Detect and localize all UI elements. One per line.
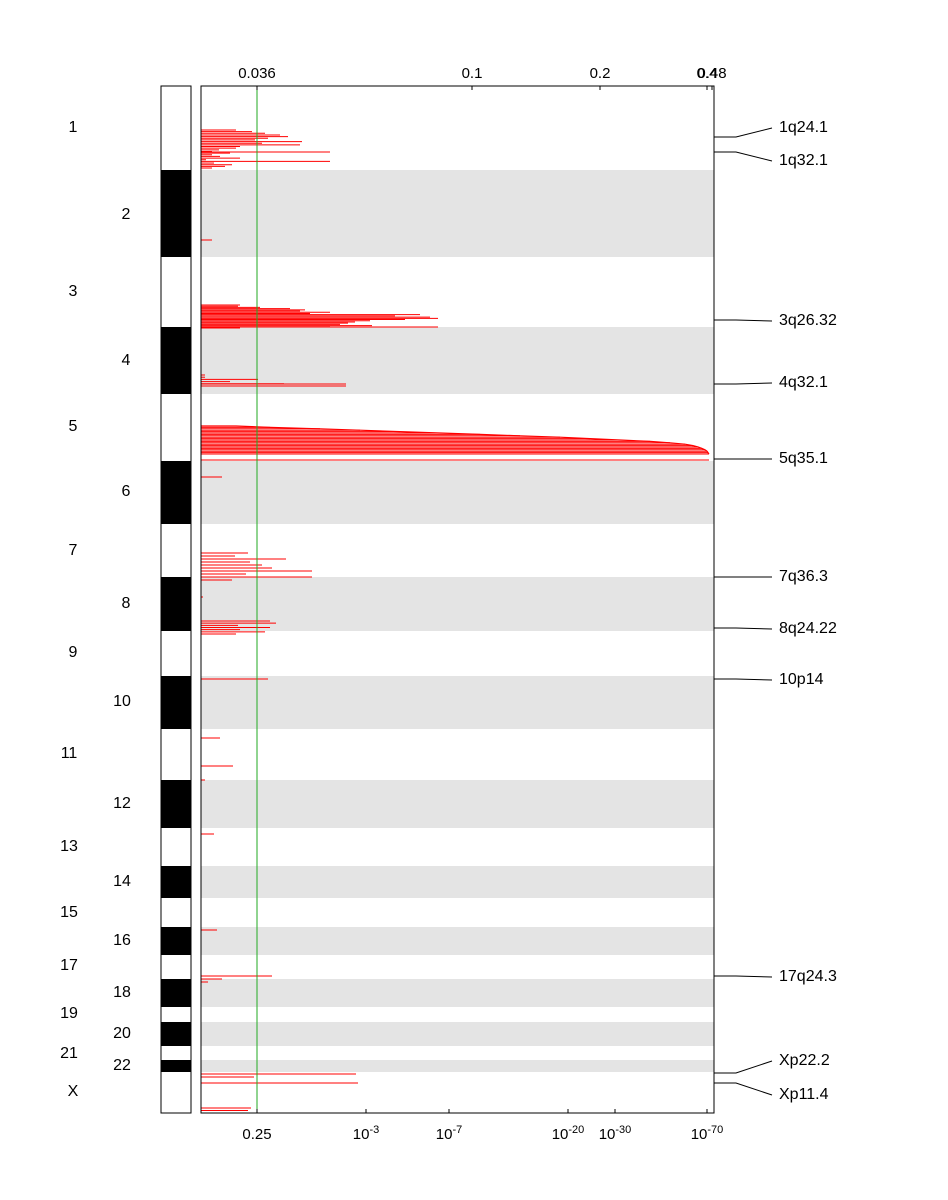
- chromosome-band-20: [201, 1022, 714, 1046]
- ideogram-segment-14: [161, 866, 191, 898]
- bottom-axis-tick-label: 10-7: [436, 1124, 462, 1143]
- peak-label: 17q24.3: [779, 968, 837, 985]
- top-axis: 0.036 0.1 0.2 0.40.48: [238, 65, 727, 90]
- peak-leader-line: [714, 975, 773, 978]
- chromosome-label: 15: [60, 904, 78, 921]
- ideogram-frame: [160, 85, 192, 1114]
- peak-label: 7q36.3: [779, 568, 828, 585]
- chromosome-label: 1: [69, 119, 78, 136]
- peak-label: 8q24.22: [779, 620, 837, 637]
- chromosome-label: 10: [113, 693, 131, 710]
- peak-label: 1q24.1: [779, 119, 828, 136]
- ideogram-segment-20: [161, 1022, 191, 1046]
- top-axis-tick-label: 0.48: [697, 65, 726, 82]
- top-axis-tick-label: 0.1: [462, 65, 483, 82]
- ideogram-segment-12: [161, 780, 191, 828]
- ideogram-segment-19: [161, 1007, 191, 1022]
- chromosome-ideogram: [160, 85, 192, 1114]
- chromosome-label: 14: [113, 873, 131, 890]
- bottom-axis-tick-label: 10-20: [552, 1124, 585, 1143]
- bottom-axis-tick-label: 10-3: [353, 1124, 379, 1143]
- chromosome-label: 5: [69, 418, 78, 435]
- ideogram-segment-6: [161, 461, 191, 524]
- chromosome-label: 6: [122, 483, 131, 500]
- ideogram-segment-15: [161, 898, 191, 927]
- top-axis-tick-label: 0.036: [238, 65, 276, 82]
- chromosome-band-4: [201, 327, 714, 394]
- peak-label: Xp22.2: [779, 1052, 830, 1069]
- chromosome-label: 21: [60, 1045, 78, 1062]
- ideogram-segment-16: [161, 927, 191, 955]
- peak-label: 10p14: [779, 671, 824, 688]
- peak-labels: 1q24.1 1q32.1 3q26.32 4q32.1 5q35.1 7q36.3 8q2…: [714, 119, 837, 1103]
- chromosome-label: 12: [113, 795, 131, 812]
- peak-leader-line: [714, 678, 773, 681]
- chromosome-band-18: [201, 979, 714, 1007]
- peak-leader-line: [714, 1060, 773, 1074]
- chromosome-bands: [201, 170, 714, 1072]
- chromosome-label: 16: [113, 932, 131, 949]
- ideogram-segment-2: [161, 170, 191, 257]
- peak-label: 5q35.1: [779, 450, 828, 467]
- bottom-axis-tick-label: 10-70: [691, 1124, 724, 1143]
- ideogram-segment-X: [161, 1072, 191, 1113]
- chromosome-label: 13: [60, 838, 78, 855]
- chromosome-band-2: [201, 170, 714, 257]
- chromosome-band-8: [201, 577, 714, 631]
- ideogram-segment-22: [161, 1060, 191, 1072]
- chromosome-label: 17: [60, 957, 78, 974]
- ideogram-segment-9: [161, 631, 191, 676]
- chromosome-band-12: [201, 780, 714, 828]
- ideogram-segment-7: [161, 524, 191, 577]
- chromosome-label: X: [68, 1083, 79, 1100]
- peak-label: 3q26.32: [779, 312, 837, 329]
- chromosome-label: 3: [69, 283, 78, 300]
- bottom-axis-tick-label: 0.25: [242, 1126, 271, 1143]
- amplification-series: [201, 129, 710, 1114]
- chromosome-label: 9: [69, 644, 78, 661]
- bottom-axis-tick-label: 10-30: [599, 1124, 632, 1143]
- ideogram-segment-11: [161, 729, 191, 780]
- chromosome-label: 2: [122, 206, 131, 223]
- chromosome-label: 11: [61, 745, 78, 762]
- peak-label: Xp11.4: [779, 1086, 829, 1103]
- ideogram-segment-8: [161, 577, 191, 631]
- chromosome-label: 4: [122, 352, 131, 369]
- ideogram-segment-10: [161, 676, 191, 729]
- peak-leader-line: [714, 627, 773, 630]
- plot-frame: [200, 85, 715, 1114]
- chromosome-label: 18: [113, 984, 131, 1001]
- chromosome-band-6: [201, 461, 714, 524]
- peak-leader-line: [714, 382, 773, 385]
- peak-leader-line: [714, 127, 773, 138]
- ideogram-segment-1: [161, 86, 191, 170]
- chromosome-label: 19: [60, 1005, 78, 1022]
- chromosome-label: 22: [113, 1057, 131, 1074]
- chromosome-band-14: [201, 866, 714, 898]
- bottom-axis: 0.25 10-3 10-7 10-20 10-30 10-70: [242, 1109, 723, 1143]
- chromosome-band-22: [201, 1060, 714, 1072]
- peak-leader-line: [714, 1082, 773, 1096]
- top-axis-tick-label: 0.2: [590, 65, 611, 82]
- peak-label: 4q32.1: [779, 374, 828, 391]
- peak-label: 1q32.1: [779, 152, 828, 169]
- chromosome-band-16: [201, 927, 714, 955]
- chromosome-label: 7: [69, 542, 78, 559]
- ideogram-segment-18: [161, 979, 191, 1007]
- ideogram-segment-3: [161, 257, 191, 327]
- chromosome-label: 20: [113, 1025, 131, 1042]
- peak-leader-line: [714, 151, 773, 162]
- ideogram-segment-17: [161, 955, 191, 979]
- ideogram-segment-21: [161, 1046, 191, 1060]
- top-axis-tick-label: 0.4: [697, 65, 718, 82]
- peak-leader-line: [714, 319, 773, 322]
- chromosome-band-10: [201, 676, 714, 729]
- ideogram-segment-5: [161, 394, 191, 461]
- ideogram-segment-4: [161, 327, 191, 394]
- chr5-trace: [201, 425, 710, 455]
- chromosome-label: 8: [122, 595, 131, 612]
- ideogram-segment-13: [161, 828, 191, 866]
